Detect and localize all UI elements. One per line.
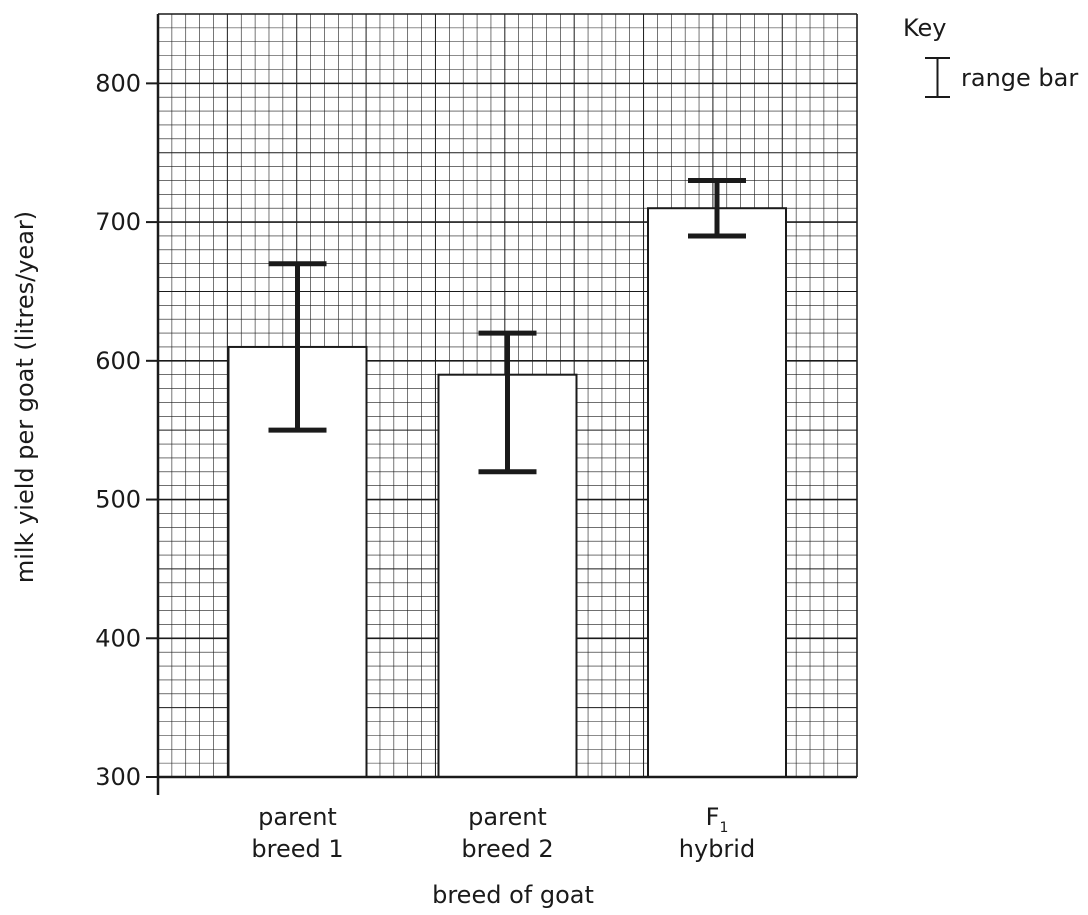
y-tick-label: 500: [95, 486, 141, 514]
range-bars: [268, 177, 746, 475]
y-tick-label: 400: [95, 624, 141, 652]
category-label-line2: breed 2: [461, 835, 553, 863]
category-label-line1: parent: [468, 803, 547, 831]
x-axis-label: breed of goat: [432, 881, 594, 909]
y-tick-label: 700: [95, 208, 141, 236]
category-label-line2: hybrid: [679, 835, 755, 863]
category-label-line1: F1: [706, 803, 729, 836]
legend-entry-label: range bar: [961, 64, 1078, 92]
category-label-line1: parent: [258, 803, 337, 831]
y-tick-label: 300: [95, 763, 141, 791]
category-label-line2: breed 1: [251, 835, 343, 863]
category-label-subscript: 1: [719, 820, 728, 836]
legend-title: Key: [903, 14, 947, 42]
legend-range-bar-icon: [925, 57, 950, 98]
legend: Key range bar: [903, 14, 1078, 98]
bars: [227, 207, 787, 778]
range-bar-2: [478, 330, 537, 475]
y-tick-label: 600: [95, 347, 141, 375]
y-tick-labels: 300 400 500 600 700 800: [95, 69, 141, 791]
range-bar-1: [268, 261, 327, 433]
y-tick-label: 800: [95, 69, 141, 97]
bar-3: [647, 207, 787, 778]
axes: [146, 14, 857, 795]
range-bar-3: [688, 177, 746, 239]
y-axis-label: milk yield per goat (litres/year): [11, 211, 39, 583]
